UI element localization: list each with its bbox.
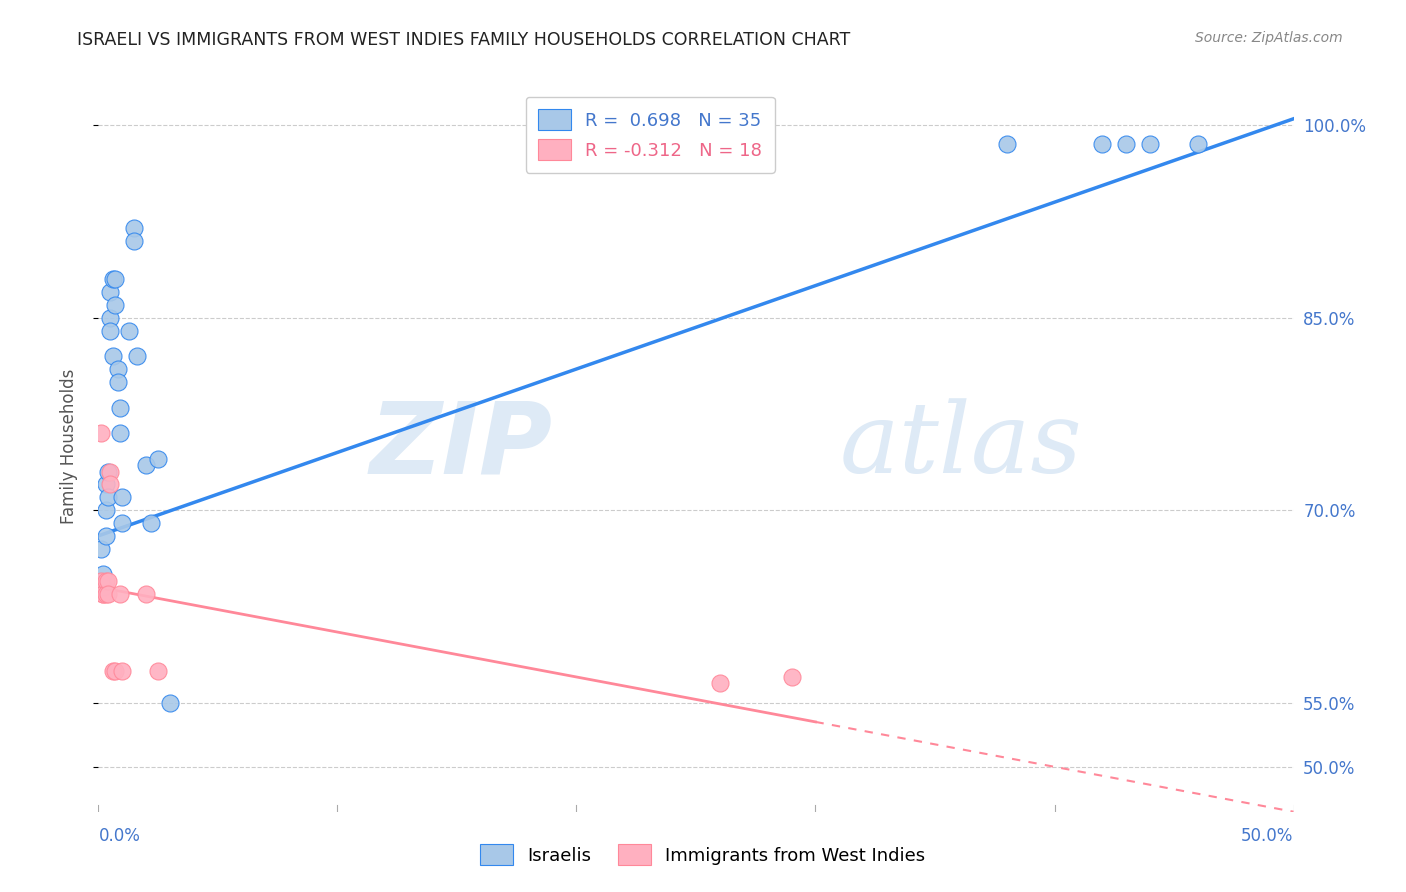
Point bbox=[101, 272, 124, 286]
Point bbox=[124, 234, 146, 248]
Point bbox=[124, 220, 146, 235]
Legend: R =  0.698   N = 35, R = -0.312   N = 18: R = 0.698 N = 35, R = -0.312 N = 18 bbox=[526, 96, 775, 173]
Point bbox=[91, 586, 114, 600]
Point bbox=[91, 586, 114, 600]
Point bbox=[1139, 137, 1161, 152]
Point bbox=[97, 574, 120, 588]
Point bbox=[90, 426, 112, 441]
Point bbox=[90, 574, 112, 588]
Point bbox=[94, 574, 117, 588]
Point bbox=[101, 664, 124, 678]
Point bbox=[104, 298, 127, 312]
Point bbox=[101, 349, 124, 363]
Point bbox=[1091, 137, 1114, 152]
Point bbox=[98, 465, 122, 479]
Point bbox=[111, 491, 134, 505]
Point bbox=[108, 586, 131, 600]
Point bbox=[148, 664, 170, 678]
Point bbox=[98, 477, 122, 491]
Text: ISRAELI VS IMMIGRANTS FROM WEST INDIES FAMILY HOUSEHOLDS CORRELATION CHART: ISRAELI VS IMMIGRANTS FROM WEST INDIES F… bbox=[77, 31, 851, 49]
Point bbox=[98, 310, 122, 325]
Point bbox=[135, 586, 157, 600]
Text: 0.0%: 0.0% bbox=[98, 827, 141, 845]
Point bbox=[107, 362, 129, 376]
Point bbox=[159, 696, 181, 710]
Point bbox=[111, 516, 134, 530]
Point bbox=[118, 324, 141, 338]
Legend: Israelis, Immigrants from West Indies: Israelis, Immigrants from West Indies bbox=[474, 837, 932, 872]
Point bbox=[94, 529, 117, 543]
Point bbox=[94, 586, 117, 600]
Y-axis label: Family Households: Family Households bbox=[59, 368, 77, 524]
Point bbox=[107, 375, 129, 389]
Point bbox=[108, 401, 131, 415]
Point bbox=[125, 349, 148, 363]
Point bbox=[94, 503, 117, 517]
Point bbox=[1115, 137, 1137, 152]
Point bbox=[139, 516, 162, 530]
Point bbox=[98, 324, 122, 338]
Point bbox=[97, 465, 120, 479]
Point bbox=[148, 451, 170, 466]
Point bbox=[97, 586, 120, 600]
Point bbox=[709, 676, 731, 690]
Point bbox=[97, 491, 120, 505]
Text: atlas: atlas bbox=[839, 399, 1083, 493]
Point bbox=[91, 567, 114, 582]
Point bbox=[98, 285, 122, 299]
Point bbox=[995, 137, 1018, 152]
Point bbox=[108, 426, 131, 441]
Point bbox=[135, 458, 157, 473]
Point bbox=[565, 118, 588, 132]
Point bbox=[104, 664, 127, 678]
Point bbox=[780, 670, 803, 684]
Text: 50.0%: 50.0% bbox=[1241, 827, 1294, 845]
Point bbox=[111, 664, 134, 678]
Point bbox=[90, 541, 112, 556]
Point bbox=[1187, 137, 1209, 152]
Point bbox=[91, 580, 114, 594]
Text: ZIP: ZIP bbox=[370, 398, 553, 494]
Point bbox=[104, 272, 127, 286]
Text: Source: ZipAtlas.com: Source: ZipAtlas.com bbox=[1195, 31, 1343, 45]
Point bbox=[94, 477, 117, 491]
